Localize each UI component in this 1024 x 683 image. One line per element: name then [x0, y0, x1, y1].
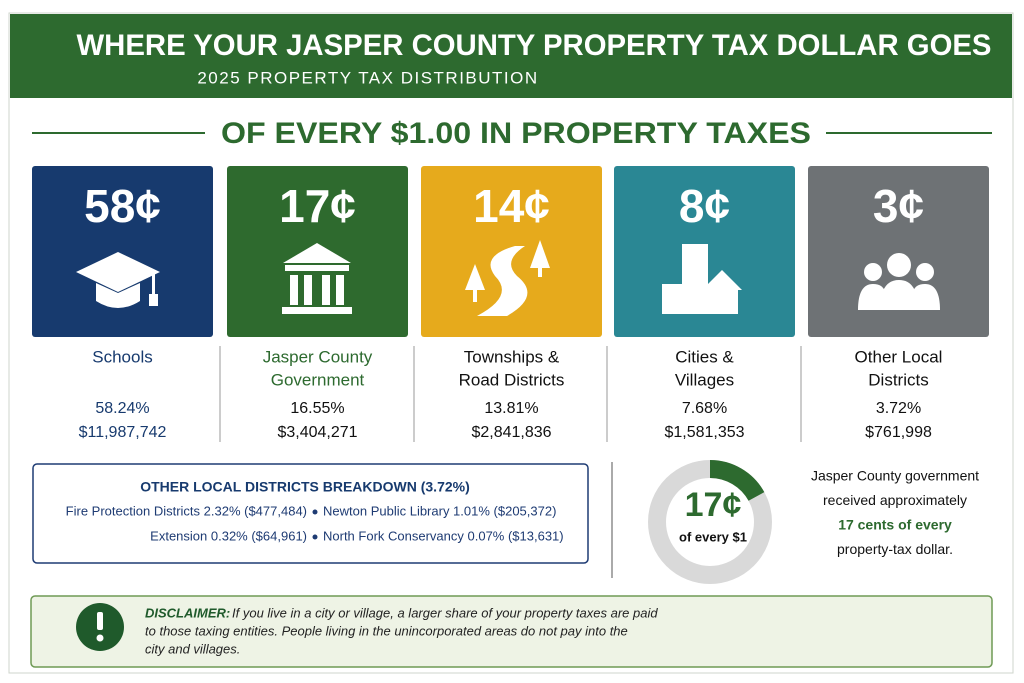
- card-percent: 7.68%: [682, 400, 727, 417]
- disclaimer-label: DISCLAIMER:: [145, 605, 230, 620]
- card-name: Cities &: [675, 347, 734, 366]
- donut-label: 17¢: [685, 486, 742, 524]
- title: WHERE YOUR JASPER COUNTY PROPERTY TAX DO…: [77, 29, 992, 62]
- alert-mark: [97, 612, 103, 630]
- card-name: Villages: [675, 370, 734, 389]
- card-name: Government: [271, 370, 365, 389]
- section-title: OF EVERY $1.00 IN PROPERTY TAXES: [221, 117, 811, 150]
- icons: [76, 240, 940, 316]
- card-amount: $2,841,836: [471, 424, 551, 441]
- card-name: Road Districts: [459, 370, 565, 389]
- card-value: 3¢: [873, 180, 924, 232]
- card-percent: 58.24%: [95, 400, 149, 417]
- disclaimer-line: city and villages.: [145, 641, 240, 656]
- building-icon: [282, 243, 352, 314]
- card-name: Other Local: [855, 347, 943, 366]
- note-line: 17 cents of every: [838, 517, 952, 533]
- note-line: Jasper County government: [811, 468, 979, 484]
- cap-icon: [76, 252, 160, 308]
- card-percent: 13.81%: [484, 400, 538, 417]
- card: [32, 166, 213, 337]
- people-icon: [858, 253, 940, 310]
- card-value: 17¢: [279, 180, 356, 232]
- card-amount: $1,581,353: [664, 424, 744, 441]
- breakdown-item: North Fork Conservancy 0.07% ($13,631): [323, 528, 564, 543]
- breakdown-item: Fire Protection Districts 2.32% ($477,48…: [66, 503, 307, 518]
- card-name: Jasper County: [263, 347, 373, 366]
- card-value: 8¢: [679, 180, 730, 232]
- breakdown-item: Extension 0.32% ($64,961): [150, 528, 307, 543]
- bullet: [312, 534, 318, 540]
- note: Jasper County government received approxi…: [811, 468, 979, 558]
- bullet: [312, 509, 318, 515]
- note-line: received approximately: [823, 492, 967, 508]
- card-amount: $761,998: [865, 424, 932, 441]
- disclaimer-text: If you live in a city or village, a larg…: [145, 605, 658, 656]
- card-value: 58¢: [84, 180, 161, 232]
- breakdown-box: [32, 463, 589, 564]
- card: [808, 166, 989, 337]
- note-line: property-tax dollar.: [837, 541, 953, 557]
- breakdown-item: Newton Public Library 1.01% ($205,372): [323, 503, 556, 518]
- card-name: Townships &: [464, 347, 560, 366]
- breakdown-lines: Fire Protection Districts 2.32% ($477,48…: [66, 503, 564, 543]
- donut-caption: of every $1: [679, 529, 747, 544]
- card-amount: $3,404,271: [277, 424, 357, 441]
- disclaimer-line: to those taxing entities. People living …: [145, 623, 628, 638]
- road-icon: [465, 240, 550, 316]
- donut: [709, 460, 765, 502]
- disclaimer-box: [30, 595, 993, 668]
- breakdown-title: OTHER LOCAL DISTRICTS BREAKDOWN (3.72%): [140, 479, 470, 495]
- card-percent: 16.55%: [290, 400, 344, 417]
- alert-dot: [96, 634, 104, 642]
- card-percent: 3.72%: [876, 400, 921, 417]
- subtitle: 2025 PROPERTY TAX DISTRIBUTION: [197, 68, 538, 87]
- frame: [8, 12, 1014, 674]
- card-name: Districts: [868, 370, 928, 389]
- header-band: [10, 14, 1012, 98]
- donut-arc: [709, 460, 765, 502]
- disclaimer-line: If you live in a city or village, a larg…: [232, 605, 658, 620]
- card-value: 14¢: [473, 180, 550, 232]
- card-amount: $11,987,742: [79, 424, 167, 441]
- card-name: Schools: [92, 347, 152, 366]
- city-icon: [662, 244, 742, 314]
